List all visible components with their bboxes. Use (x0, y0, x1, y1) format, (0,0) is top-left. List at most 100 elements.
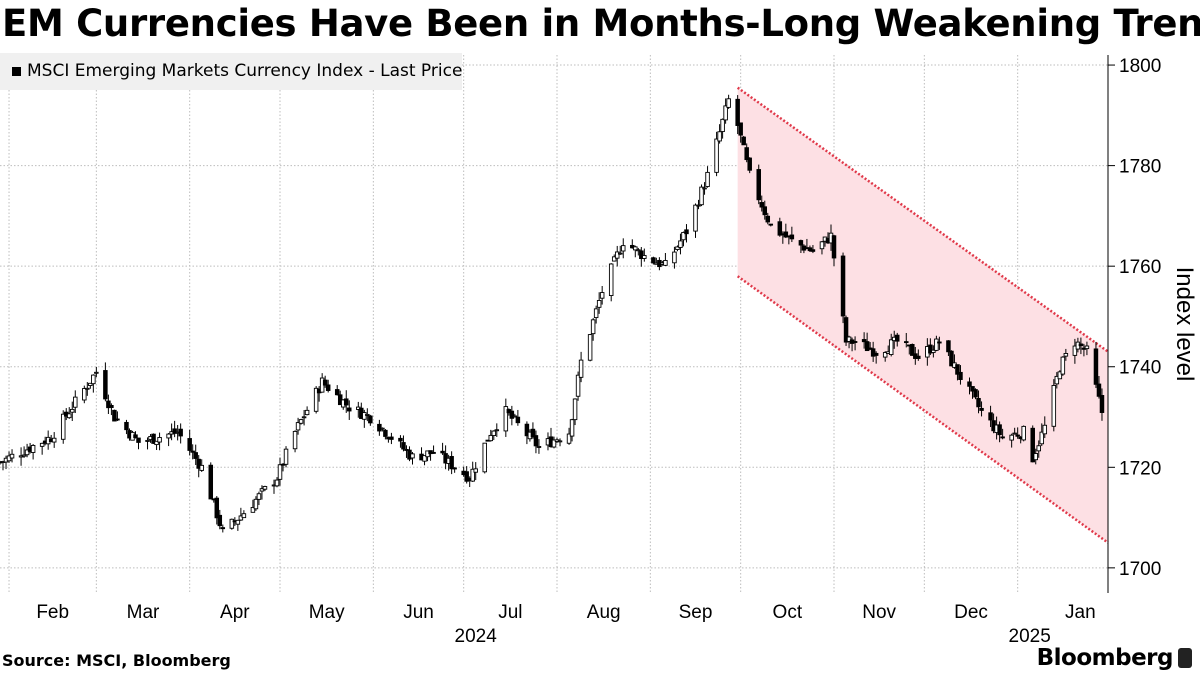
candle-body (1036, 445, 1041, 452)
candle-body (759, 202, 765, 208)
candle-body (1039, 431, 1045, 445)
candle-body (470, 468, 475, 482)
candle-body (82, 388, 87, 401)
candle-body (831, 235, 837, 259)
candle-body (199, 464, 204, 471)
x-tick-label: Aug (587, 602, 621, 623)
bloomberg-logo: Bloomberg (1037, 645, 1192, 671)
x-tick-label: Jul (498, 602, 522, 623)
candle-body (1063, 353, 1069, 357)
candle-body (241, 513, 247, 519)
candle-body (873, 352, 879, 356)
candle-body (1057, 371, 1063, 380)
candle-body (94, 371, 99, 374)
x-tick-label: Dec (954, 602, 988, 623)
candle-body (904, 341, 909, 344)
candle-body (488, 434, 494, 442)
candle-body (789, 234, 795, 240)
candle-body (1099, 395, 1105, 413)
trend-lower-line (736, 275, 1109, 544)
candle-body (864, 341, 870, 352)
candle-body (274, 479, 280, 487)
candle-body (66, 413, 72, 419)
candle-body (958, 371, 963, 380)
candle-body (840, 255, 846, 317)
candle-body (494, 429, 500, 432)
candle-body (684, 229, 689, 235)
candle-body (777, 221, 783, 236)
y-tick-label: 1800 (1119, 56, 1161, 77)
candle-body (852, 341, 858, 343)
candle-body (106, 400, 111, 409)
candle-body (325, 384, 331, 391)
candle-body (39, 442, 45, 447)
candle-body (744, 147, 749, 161)
candle-body (551, 439, 557, 448)
candle-body (217, 514, 223, 527)
candle-body (383, 429, 388, 437)
candle-body (368, 415, 373, 424)
candle-body (365, 413, 370, 416)
candle-body (798, 240, 804, 246)
candle-body (322, 379, 328, 386)
candle-body (109, 404, 114, 408)
candle-body (726, 98, 731, 108)
legend: MSCI Emerging Markets Currency Index - L… (0, 53, 462, 90)
candle-body (431, 451, 436, 454)
candle-body (154, 440, 159, 446)
candle-body (515, 416, 521, 424)
candle-body (449, 456, 454, 470)
candle-body (51, 437, 57, 443)
candle-body (536, 445, 542, 448)
y-axis-title: Index level (1171, 267, 1198, 382)
x-tick-label: May (309, 602, 345, 623)
candle-body (313, 387, 319, 412)
candle-body (621, 245, 626, 252)
candle-body (214, 497, 220, 519)
grid-lines (0, 55, 1108, 593)
candle-body (452, 467, 457, 470)
candle-body (861, 339, 867, 343)
candle-body (60, 413, 66, 440)
axes: 1700 1720 1740 1760 1780 1800 Feb Mar Apr May Jun J… (36, 55, 1198, 647)
candle-body (870, 348, 876, 357)
candle-body (979, 407, 984, 411)
candle-body (783, 231, 789, 238)
candle-body (1093, 348, 1099, 385)
candle-body (440, 450, 445, 454)
candle-body (1051, 385, 1057, 427)
candle-body (1030, 427, 1035, 463)
candle-body (702, 187, 707, 190)
candle-body (946, 340, 951, 353)
chart-title: EM Currencies Have Been in Months-Long W… (2, 2, 1200, 45)
candle-body (88, 382, 93, 386)
candle-body (133, 434, 138, 438)
candle-body (696, 204, 701, 207)
candle-body (304, 409, 310, 416)
candle-body (590, 319, 596, 335)
candle-body (235, 519, 241, 525)
y-tick-label: 1740 (1119, 358, 1161, 379)
candle-body (569, 419, 575, 437)
x-tick-label: Sep (679, 602, 713, 623)
candle-body (639, 250, 644, 260)
candle-body (85, 387, 90, 390)
candle-body (973, 389, 978, 398)
candle-body (136, 437, 141, 443)
candle-body (735, 98, 740, 126)
candle-body (509, 410, 515, 419)
candle-body (916, 355, 921, 359)
candle-body (503, 406, 509, 432)
candle-body (593, 308, 599, 319)
x-year-label: 2025 (1009, 626, 1051, 647)
candle-body (389, 436, 394, 440)
candle-body (70, 408, 75, 413)
candle-body (894, 334, 900, 342)
candle-body (1021, 425, 1026, 441)
candle-body (9, 453, 15, 459)
candle-body (675, 246, 680, 250)
candle-body (491, 430, 497, 437)
candle-body (166, 433, 171, 439)
candle-body (482, 442, 488, 473)
